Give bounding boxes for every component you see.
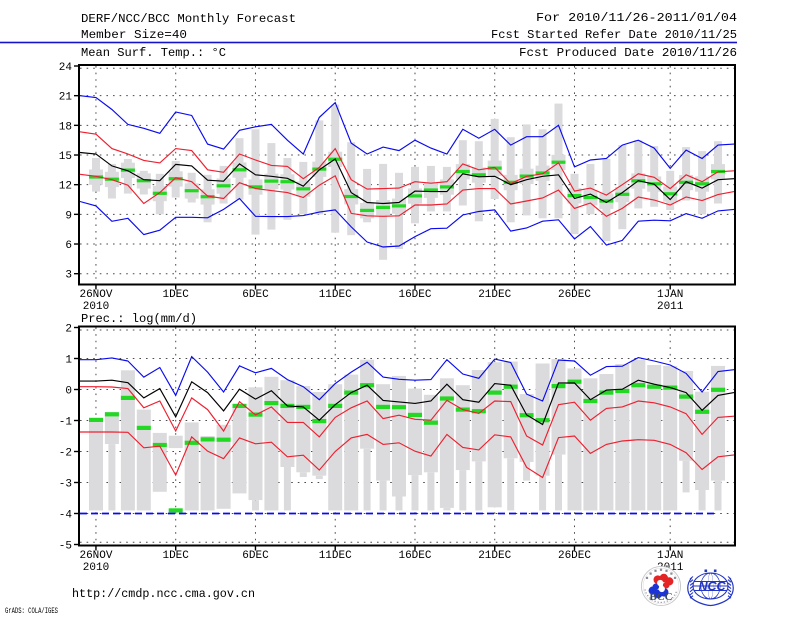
svg-text:-4: -4 bbox=[59, 510, 73, 522]
svg-text:21: 21 bbox=[59, 92, 73, 104]
svg-text:2: 2 bbox=[65, 324, 72, 336]
svg-text:16DEC: 16DEC bbox=[398, 289, 431, 301]
svg-text:Fcst Started Refer Date 2010/1: Fcst Started Refer Date 2010/11/25 bbox=[491, 28, 737, 42]
svg-text:-2: -2 bbox=[59, 448, 72, 460]
svg-text:1: 1 bbox=[65, 355, 72, 367]
svg-text:6DEC: 6DEC bbox=[242, 289, 269, 301]
svg-text:1JAN: 1JAN bbox=[657, 289, 683, 301]
svg-text:GrADS: COLA/IGES: GrADS: COLA/IGES bbox=[5, 606, 58, 616]
svg-text:21DEC: 21DEC bbox=[478, 550, 511, 562]
svg-text:2011: 2011 bbox=[657, 301, 684, 313]
svg-text:Member Size=40: Member Size=40 bbox=[81, 28, 187, 42]
svg-text:18: 18 bbox=[59, 121, 72, 133]
svg-text:26DEC: 26DEC bbox=[558, 289, 591, 301]
svg-text:http://cmdp.ncc.cma.gov.cn: http://cmdp.ncc.cma.gov.cn bbox=[72, 587, 255, 601]
svg-text:24: 24 bbox=[59, 62, 73, 74]
svg-text:1DEC: 1DEC bbox=[162, 550, 189, 562]
svg-text:3: 3 bbox=[65, 270, 72, 282]
svg-text:15: 15 bbox=[59, 151, 72, 163]
svg-text:Prec.: log(mm/d): Prec.: log(mm/d) bbox=[81, 312, 197, 326]
svg-text:1DEC: 1DEC bbox=[162, 289, 189, 301]
svg-text:12: 12 bbox=[59, 181, 72, 193]
svg-text:For 2010/11/26-2011/01/04: For 2010/11/26-2011/01/04 bbox=[536, 11, 737, 25]
svg-text:NCC: NCC bbox=[698, 580, 726, 594]
svg-text:-3: -3 bbox=[59, 479, 72, 491]
svg-text:BCC: BCC bbox=[649, 591, 672, 603]
svg-text:26NOV: 26NOV bbox=[79, 289, 112, 301]
svg-text:Fcst Produced Date 2010/11/26: Fcst Produced Date 2010/11/26 bbox=[519, 46, 737, 60]
svg-text:26DEC: 26DEC bbox=[558, 550, 591, 562]
svg-text:Mean Surf. Temp.: °C: Mean Surf. Temp.: °C bbox=[81, 46, 226, 60]
svg-text:-1: -1 bbox=[59, 417, 73, 429]
svg-text:11DEC: 11DEC bbox=[319, 289, 352, 301]
svg-text:1JAN: 1JAN bbox=[657, 550, 683, 562]
svg-text:11DEC: 11DEC bbox=[319, 550, 352, 562]
svg-text:0: 0 bbox=[65, 386, 72, 398]
svg-text:6: 6 bbox=[65, 240, 72, 252]
svg-text:2010: 2010 bbox=[83, 562, 109, 574]
svg-text:DERF/NCC/BCC Monthly Forecast: DERF/NCC/BCC Monthly Forecast bbox=[81, 12, 296, 26]
svg-text:21DEC: 21DEC bbox=[478, 289, 511, 301]
svg-text:9: 9 bbox=[65, 210, 72, 222]
svg-text:16DEC: 16DEC bbox=[398, 550, 431, 562]
svg-text:6DEC: 6DEC bbox=[242, 550, 269, 562]
svg-text:2010: 2010 bbox=[83, 301, 109, 313]
svg-text:-5: -5 bbox=[59, 541, 72, 553]
svg-text:26NOV: 26NOV bbox=[79, 550, 112, 562]
